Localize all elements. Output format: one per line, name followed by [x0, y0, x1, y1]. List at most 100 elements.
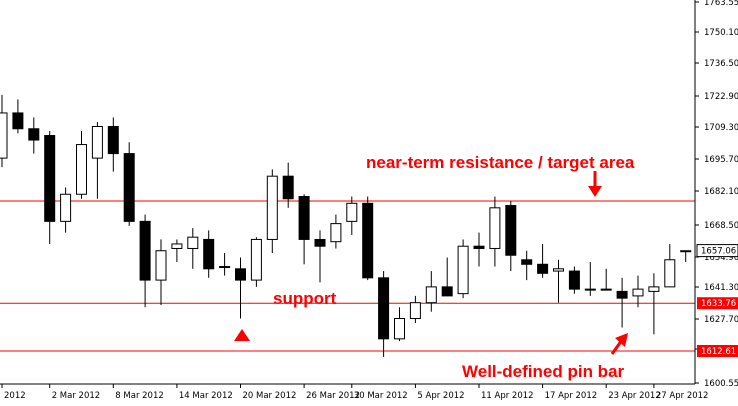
x-tick-label: 17 Apr 2012: [545, 391, 598, 401]
candle-body: [187, 236, 199, 249]
candle: [648, 273, 660, 335]
candle-body: [28, 128, 40, 141]
y-tick-label: 1668.50: [704, 221, 738, 231]
y-tick-label: 1641.30: [704, 283, 738, 293]
candle: [266, 169, 278, 253]
candle-body: [616, 290, 628, 299]
current-price-tag-bg: [696, 244, 738, 258]
candle: [616, 277, 628, 328]
candle: [203, 230, 215, 278]
candle-body: [314, 238, 326, 247]
x-ticks-layer: 2012 2 Mar 2012 8 Mar 2012 14 Mar 2012 20 Ma…: [1, 384, 709, 401]
candle-body: [91, 125, 103, 159]
candle: [107, 117, 119, 172]
y-tick-label: 1654.90: [704, 253, 738, 263]
candle-body: [266, 175, 278, 240]
candle: [155, 239, 167, 305]
x-tick-label: 2 Mar 2012: [52, 391, 100, 401]
candle: [12, 99, 24, 134]
y-tick-label: 1600.55: [704, 379, 738, 389]
price-tag-bg: [697, 297, 738, 310]
candle-body: [123, 153, 135, 222]
candle-body: [60, 193, 72, 222]
candle: [457, 239, 469, 299]
candle-body: [648, 286, 660, 292]
candle: [346, 196, 358, 235]
candle-body: [489, 207, 501, 249]
annotation-resistance: near-term resistance / target area: [366, 153, 635, 172]
candle-body: [76, 144, 87, 195]
candle: [76, 131, 87, 199]
candle-body: [235, 268, 246, 281]
axes-layer: [0, 0, 696, 385]
candle: [282, 162, 294, 208]
price-tags-layer: 1633.76 1612.61 1657.06: [696, 244, 738, 357]
y-tick-label: 1627.70: [704, 315, 738, 325]
candle-body: [409, 302, 421, 319]
candle: [584, 262, 596, 296]
candle: [537, 243, 549, 278]
x-tick-label: 27 Apr 2012: [656, 391, 709, 401]
candle-body: [282, 175, 294, 200]
candle: [139, 214, 151, 308]
candle-body: [12, 112, 24, 130]
candle: [123, 142, 135, 226]
arrow-up-icon: [234, 329, 250, 341]
y-ticks-layer: 1763.55 1750.10 1736.50 1722.90 1709.30 1695.…: [695, 0, 738, 389]
candle: [44, 131, 56, 244]
candle-body: [441, 286, 453, 297]
candle-body: [632, 288, 644, 297]
candle-body: [568, 270, 580, 290]
y-tick-label: 1763.55: [704, 0, 738, 8]
y-tick-label: 1695.70: [704, 155, 738, 165]
y-tick-label: 1682.10: [704, 187, 738, 197]
candle: [568, 266, 580, 294]
y-tick-label: 1709.30: [704, 123, 738, 133]
candle-body: [425, 286, 437, 304]
candle: [171, 239, 183, 263]
candle-body: [521, 259, 533, 265]
candle: [250, 237, 262, 287]
candle: [664, 243, 676, 288]
candle-body: [537, 263, 549, 274]
annotation-support: support: [273, 289, 337, 308]
candles-layer: [0, 94, 692, 357]
annotations-layer: near-term resistance / target area suppo…: [234, 153, 635, 381]
y-tick-label: 1750.10: [704, 28, 738, 38]
candle-body: [155, 250, 167, 281]
candle: [680, 250, 692, 263]
arrow-diagonal-icon: [610, 333, 628, 355]
candle-body: [330, 223, 342, 243]
x-tick-label: 30 Mar 2012: [354, 391, 408, 401]
candle-body: [600, 288, 612, 291]
candle: [505, 201, 517, 272]
candle: [553, 259, 564, 303]
current-price-label: 1657.06: [701, 247, 736, 257]
candle-body: [139, 220, 151, 281]
candle-body: [505, 205, 517, 256]
x-tick-label: 8 Mar 2012: [115, 391, 163, 401]
candle: [378, 271, 390, 357]
candle: [91, 121, 103, 199]
candle-body: [362, 202, 374, 279]
candle-body: [298, 196, 310, 240]
candle-body: [44, 135, 56, 222]
candle: [219, 252, 231, 276]
candle: [28, 117, 40, 154]
candle-body: [457, 245, 469, 295]
x-tick-label: 26 Mar 2012: [306, 391, 360, 401]
x-tick-label: 14 Mar 2012: [179, 391, 233, 401]
candle: [314, 230, 326, 283]
candle: [330, 214, 342, 249]
candle: [0, 94, 8, 168]
candle: [298, 194, 310, 265]
candle-body: [346, 202, 358, 222]
candle-body: [664, 259, 676, 288]
y-tick-label: 1736.50: [704, 59, 738, 69]
candle: [409, 295, 421, 324]
candle: [394, 307, 405, 342]
candle-body: [250, 238, 262, 281]
x-tick-label: 23 Apr 2012: [608, 391, 661, 401]
candle-body: [219, 266, 231, 269]
